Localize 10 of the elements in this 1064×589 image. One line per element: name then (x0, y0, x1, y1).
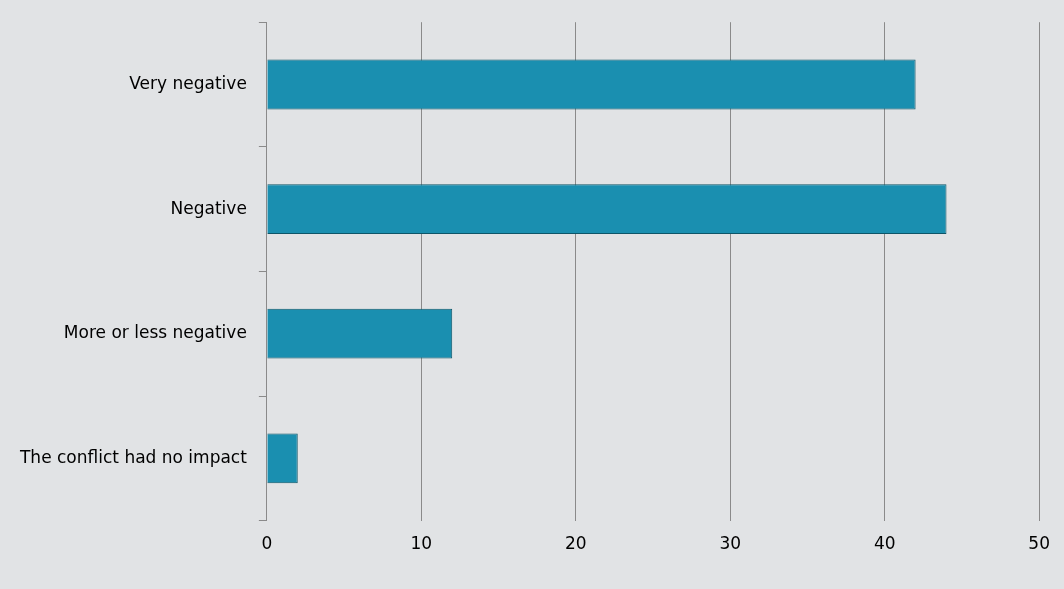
y-tick-label: Negative (170, 197, 247, 218)
y-tick-label: The conflict had no impact (18, 446, 248, 467)
y-tick-label: More or less negative (63, 322, 247, 343)
x-tick-label: 10 (410, 533, 433, 554)
x-tick-label: 30 (719, 533, 742, 554)
x-tick-label: 40 (873, 533, 896, 554)
x-tick-label: 0 (261, 533, 273, 554)
x-tick-label: 20 (564, 533, 587, 554)
y-tick-label: Very negative (129, 72, 247, 93)
x-tick-label: 50 (1028, 533, 1050, 554)
